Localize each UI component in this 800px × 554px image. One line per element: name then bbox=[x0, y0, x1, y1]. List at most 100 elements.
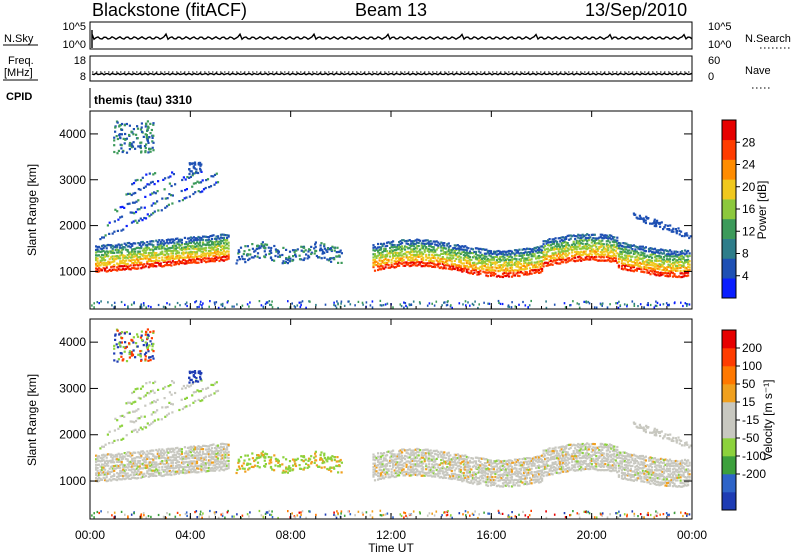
range-cell bbox=[629, 246, 632, 249]
range-cell bbox=[292, 255, 295, 258]
range-cell bbox=[452, 263, 455, 266]
range-cell bbox=[565, 252, 568, 255]
range-cell bbox=[498, 260, 502, 263]
range-cell bbox=[165, 306, 167, 309]
range-cell bbox=[207, 459, 211, 462]
range-cell bbox=[380, 254, 383, 257]
range-cell bbox=[300, 304, 302, 307]
range-cell bbox=[443, 453, 446, 457]
range-cell bbox=[125, 453, 128, 456]
range-cell bbox=[389, 247, 392, 250]
range-cell bbox=[164, 459, 167, 462]
range-cell bbox=[216, 466, 220, 469]
range-cell bbox=[501, 485, 505, 488]
range-cell bbox=[212, 254, 215, 257]
range-cell bbox=[165, 252, 168, 255]
range-cell bbox=[411, 250, 414, 253]
range-cell bbox=[578, 242, 581, 245]
range-cell bbox=[158, 243, 161, 246]
range-cell bbox=[465, 474, 468, 477]
range-cell bbox=[204, 453, 208, 456]
range-cell bbox=[465, 469, 468, 472]
range-cell bbox=[453, 259, 456, 262]
range-cell bbox=[606, 306, 609, 309]
range-cell bbox=[384, 457, 387, 460]
range-cell bbox=[407, 239, 410, 242]
range-cell bbox=[507, 261, 511, 264]
range-cell bbox=[323, 243, 326, 246]
range-cell bbox=[550, 244, 553, 247]
y-tick-label: 4000 bbox=[59, 127, 86, 141]
range-cell bbox=[101, 256, 104, 260]
range-cell bbox=[149, 259, 152, 262]
range-cell bbox=[428, 253, 431, 256]
range-cell bbox=[578, 234, 581, 237]
range-cell bbox=[608, 255, 611, 258]
range-cell bbox=[461, 454, 464, 457]
range-cell bbox=[168, 450, 171, 453]
range-cell bbox=[323, 256, 326, 259]
range-cell bbox=[569, 234, 572, 237]
range-cell bbox=[396, 469, 399, 472]
range-cell bbox=[435, 457, 438, 460]
range-cell bbox=[405, 304, 407, 307]
range-cell bbox=[129, 251, 132, 254]
range-cell bbox=[176, 250, 179, 253]
range-cell bbox=[467, 461, 470, 464]
range-cell bbox=[632, 266, 635, 269]
range-cell bbox=[219, 445, 223, 448]
range-cell bbox=[285, 258, 288, 261]
range-cell bbox=[602, 243, 605, 246]
range-cell bbox=[227, 443, 230, 446]
range-cell bbox=[114, 478, 117, 481]
range-cell bbox=[575, 259, 578, 262]
range-cell bbox=[183, 256, 186, 259]
range-cell bbox=[518, 254, 521, 257]
range-cell bbox=[395, 246, 398, 249]
range-cell bbox=[458, 252, 461, 255]
range-cell bbox=[144, 125, 147, 128]
range-cell bbox=[171, 171, 174, 174]
range-cell bbox=[598, 246, 601, 249]
range-cell bbox=[150, 204, 153, 207]
range-cell bbox=[464, 300, 467, 303]
range-cell bbox=[224, 258, 227, 261]
range-cell bbox=[426, 256, 429, 259]
colorbar-segment bbox=[722, 199, 736, 220]
range-cell bbox=[398, 466, 401, 470]
range-cell bbox=[568, 259, 571, 262]
range-cell bbox=[371, 306, 374, 309]
range-cell bbox=[95, 454, 98, 457]
range-cell bbox=[428, 471, 431, 474]
range-cell bbox=[111, 260, 114, 263]
range-cell bbox=[155, 261, 158, 264]
range-cell bbox=[661, 261, 664, 264]
range-cell bbox=[562, 250, 565, 253]
range-cell bbox=[219, 458, 223, 461]
range-cell bbox=[462, 254, 465, 257]
range-cell bbox=[372, 453, 375, 456]
range-cell bbox=[150, 305, 152, 309]
range-cell bbox=[452, 267, 455, 270]
range-cell bbox=[137, 468, 140, 471]
range-cell bbox=[110, 459, 113, 462]
range-cell bbox=[260, 245, 263, 248]
range-cell bbox=[462, 262, 465, 265]
range-cell bbox=[218, 251, 221, 254]
range-cell bbox=[132, 242, 135, 245]
range-cell bbox=[189, 175, 192, 178]
range-cell bbox=[398, 257, 401, 260]
range-cell bbox=[396, 260, 399, 263]
range-cell bbox=[221, 252, 224, 256]
range-cell bbox=[335, 255, 338, 258]
range-cell bbox=[147, 472, 150, 475]
range-cell bbox=[384, 257, 387, 261]
range-cell bbox=[509, 264, 512, 267]
range-cell bbox=[198, 255, 202, 258]
range-cell bbox=[199, 303, 201, 306]
range-cell bbox=[216, 452, 220, 455]
range-cell bbox=[682, 269, 685, 272]
range-cell bbox=[617, 247, 620, 250]
range-cell bbox=[444, 456, 447, 460]
range-cell bbox=[604, 253, 607, 256]
